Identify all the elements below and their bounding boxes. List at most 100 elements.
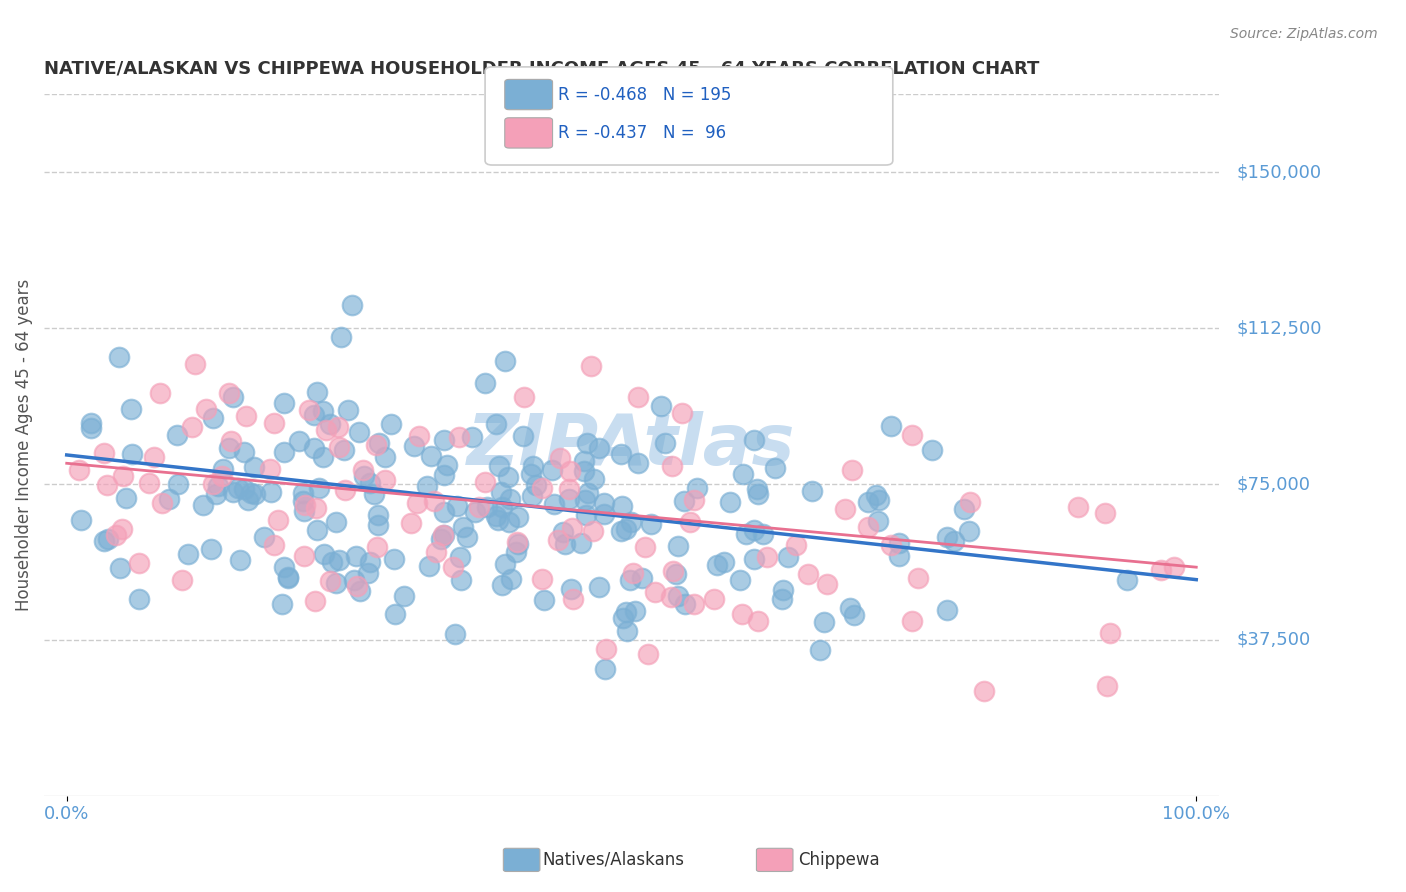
Point — [468, 500, 491, 515]
Point — [588, 580, 610, 594]
Point — [558, 464, 581, 478]
Point — [610, 500, 633, 514]
Point — [80, 421, 103, 435]
Point — [508, 536, 530, 550]
Point — [627, 456, 650, 470]
Point — [115, 491, 138, 506]
Point — [128, 556, 150, 570]
Point — [340, 297, 363, 311]
Point — [627, 390, 650, 404]
Point — [735, 527, 758, 541]
Point — [588, 441, 610, 455]
Point — [858, 495, 880, 509]
Point — [742, 523, 765, 537]
Point — [838, 600, 860, 615]
Point — [423, 493, 446, 508]
Point — [654, 436, 676, 450]
Point — [686, 481, 709, 495]
Point — [218, 385, 240, 400]
Point — [841, 463, 863, 477]
Point — [346, 579, 368, 593]
Point — [583, 472, 606, 486]
Point — [488, 458, 510, 473]
Point — [496, 470, 519, 484]
Point — [499, 573, 522, 587]
Point — [614, 522, 637, 536]
Point — [191, 498, 214, 512]
Point — [433, 433, 456, 447]
Point — [374, 473, 396, 487]
Point — [582, 524, 605, 538]
Point — [731, 467, 754, 481]
Point — [520, 467, 543, 481]
Point — [367, 436, 389, 450]
Point — [887, 549, 910, 564]
Point — [364, 438, 387, 452]
Point — [367, 518, 389, 533]
Point — [305, 523, 328, 537]
Point — [489, 485, 512, 500]
Point — [498, 515, 520, 529]
Point — [319, 417, 342, 431]
Point — [226, 481, 249, 495]
Point — [1150, 563, 1173, 577]
Point — [880, 418, 903, 433]
Point — [889, 535, 911, 549]
Point — [575, 508, 598, 523]
Point — [631, 571, 654, 585]
Point — [614, 605, 637, 619]
Point — [367, 508, 389, 523]
Point — [384, 607, 406, 622]
Point — [880, 538, 903, 552]
Point — [731, 607, 754, 622]
Point — [901, 427, 924, 442]
Point — [474, 376, 496, 390]
Point — [394, 589, 416, 603]
Point — [110, 560, 132, 574]
Point — [105, 528, 128, 542]
Point — [433, 528, 456, 542]
Point — [595, 662, 617, 676]
Point — [558, 491, 581, 506]
Point — [543, 497, 565, 511]
Point — [1066, 500, 1088, 514]
Point — [374, 450, 396, 464]
Point — [359, 476, 381, 491]
Point — [304, 441, 326, 455]
Point — [703, 591, 725, 606]
Point — [744, 551, 766, 566]
Text: Chippewa: Chippewa — [799, 851, 880, 869]
Point — [325, 515, 347, 529]
Point — [243, 459, 266, 474]
Point — [477, 500, 499, 515]
Point — [661, 459, 683, 474]
Text: $37,500: $37,500 — [1236, 631, 1310, 648]
Point — [1116, 573, 1139, 587]
Point — [491, 578, 513, 592]
Point — [574, 493, 596, 508]
Point — [80, 416, 103, 430]
Point — [499, 492, 522, 507]
Point — [520, 490, 543, 504]
Point — [574, 464, 596, 478]
Point — [337, 403, 360, 417]
Point — [202, 411, 225, 425]
Point — [533, 593, 555, 607]
Point — [666, 539, 689, 553]
Point — [349, 425, 371, 439]
Point — [325, 575, 347, 590]
Point — [138, 476, 160, 491]
Point — [166, 477, 188, 491]
Point — [177, 548, 200, 562]
Point — [747, 482, 769, 496]
Point — [308, 482, 330, 496]
Text: Natives/Alaskans: Natives/Alaskans — [543, 851, 685, 869]
Point — [294, 499, 316, 513]
Point — [815, 577, 838, 591]
Point — [595, 641, 617, 656]
Point — [319, 574, 342, 588]
Point — [550, 451, 572, 466]
Point — [170, 574, 193, 588]
Text: NATIVE/ALASKAN VS CHIPPEWA HOUSEHOLDER INCOME AGES 45 - 64 YEARS CORRELATION CHA: NATIVE/ALASKAN VS CHIPPEWA HOUSEHOLDER I… — [44, 60, 1039, 78]
Point — [921, 442, 943, 457]
